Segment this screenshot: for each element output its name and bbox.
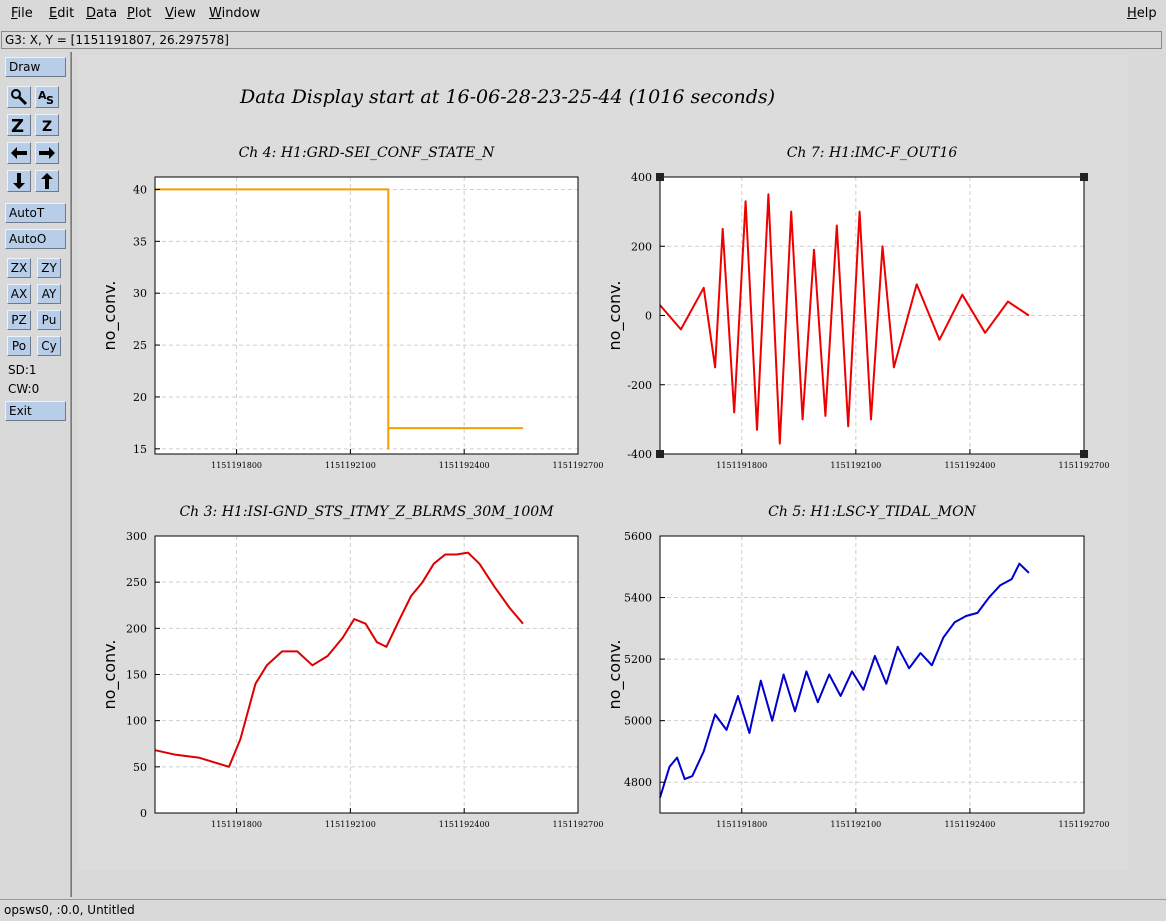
pan-right-button[interactable] <box>35 142 59 164</box>
zoom-in-icon: Z <box>11 116 24 134</box>
po-button[interactable]: Po <box>7 336 31 356</box>
svg-text:Z: Z <box>11 116 24 134</box>
menu-edit[interactable]: Edit <box>49 6 75 21</box>
autot-button[interactable]: AutoT <box>5 203 66 223</box>
ay-button[interactable]: AY <box>37 284 61 304</box>
coordinate-readout: G3: X, Y = [1151191807, 26.297578] <box>1 31 1162 49</box>
arrow-down-icon <box>13 173 25 189</box>
arrow-right-icon <box>39 147 55 159</box>
menu-data[interactable]: Data <box>86 6 118 21</box>
pz-button[interactable]: PZ <box>7 310 31 330</box>
menu-window[interactable]: Window <box>209 6 261 21</box>
zoom-out-icon: Z <box>42 119 52 134</box>
menu-view[interactable]: View <box>165 6 196 21</box>
pan-left-button[interactable] <box>7 142 31 164</box>
cy-button[interactable]: Cy <box>37 336 61 356</box>
sd-label: SD:1 <box>8 363 37 377</box>
zoom-in-button[interactable]: Z <box>7 114 31 136</box>
svg-text:Z: Z <box>42 119 52 134</box>
zoom-icon <box>11 89 28 106</box>
status-bar: opsws0, :0.0, Untitled <box>0 899 1166 921</box>
svg-text:A: A <box>38 89 47 102</box>
ax-button[interactable]: AX <box>7 284 31 304</box>
menu-plot[interactable]: Plot <box>127 6 152 21</box>
zoom-button[interactable] <box>7 86 31 108</box>
pu-button[interactable]: Pu <box>37 310 61 330</box>
zy-button[interactable]: ZY <box>37 258 61 278</box>
menu-file[interactable]: File <box>11 6 33 21</box>
pan-down-button[interactable] <box>7 170 31 192</box>
zoom-out-button[interactable]: Z <box>35 114 59 136</box>
arrow-left-icon <box>11 147 27 159</box>
plot-panel[interactable] <box>77 55 1128 870</box>
svg-text:S: S <box>46 94 54 106</box>
exit-button[interactable]: Exit <box>5 401 66 421</box>
draw-button[interactable]: Draw <box>5 57 66 77</box>
cw-label: CW:0 <box>8 382 40 396</box>
autoo-button[interactable]: AutoO <box>5 229 66 249</box>
toolbar-divider <box>71 52 72 897</box>
arrow-up-icon <box>41 173 53 189</box>
menu-bar: File Edit Data Plot View Window Help <box>0 0 1166 30</box>
zx-button[interactable]: ZX <box>7 258 31 278</box>
pan-up-button[interactable] <box>35 170 59 192</box>
menu-help[interactable]: Help <box>1127 6 1157 21</box>
